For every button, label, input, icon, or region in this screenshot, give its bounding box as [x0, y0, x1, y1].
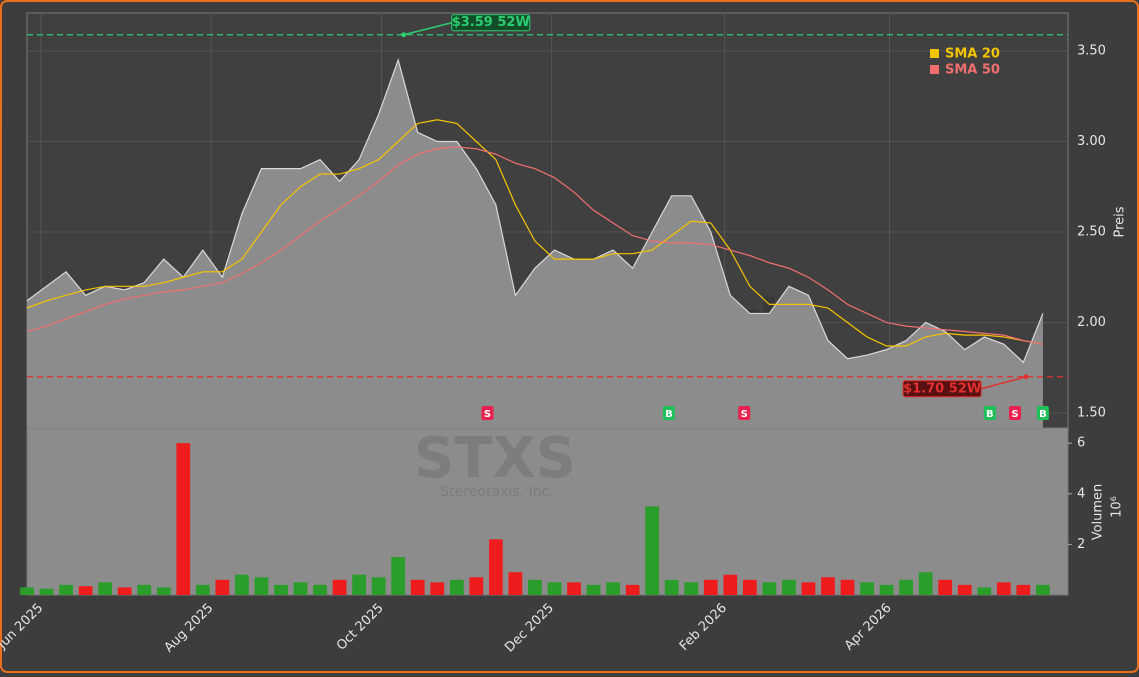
signal-marker: [662, 406, 675, 420]
volume-bar: [137, 584, 152, 595]
volume-bar: [684, 582, 699, 595]
price-line: [26, 58, 1044, 364]
signal-marker: [481, 406, 494, 420]
y-axis-label: Preis: [1113, 206, 1128, 237]
y-tick-label: 2.00: [1077, 315, 1106, 330]
volume-bar: [547, 582, 562, 595]
volume-bar: [59, 584, 73, 595]
sma-line: [26, 119, 1043, 347]
watermark-company: Stereotaxis, Inc.: [440, 484, 553, 500]
volume-bar: [606, 582, 620, 595]
sma-line: [26, 146, 1043, 345]
annotation-point: [401, 32, 407, 38]
volume-bar: [117, 587, 132, 595]
annotation-label: $3.59 52W: [452, 15, 530, 30]
signal-label: B: [665, 409, 673, 420]
volume-bar: [977, 587, 992, 595]
signal-label: S: [741, 409, 748, 420]
annotation-box: [451, 14, 531, 32]
volume-tick-label: 6: [1077, 436, 1085, 451]
volume-bar: [938, 579, 953, 595]
volume-bar: [254, 577, 269, 595]
volume-bar: [1016, 584, 1031, 595]
volume-bar: [156, 587, 171, 595]
legend-label: SMA 50: [945, 63, 1000, 78]
volume-bar: [332, 579, 347, 595]
signal-label: S: [484, 409, 491, 420]
volume-bar: [78, 586, 93, 595]
volume-bar: [20, 587, 34, 595]
volume-bar: [274, 584, 288, 595]
volume-bar: [410, 579, 425, 595]
annotation-arrow: [403, 21, 452, 36]
volume-bar: [703, 579, 718, 595]
volume-bar: [899, 579, 914, 595]
volume-bar: [176, 443, 191, 595]
volume-bar: [449, 579, 464, 595]
signal-marker: [1036, 406, 1049, 420]
y-tick-label: 2.50: [1077, 224, 1106, 239]
volume-bar: [235, 574, 249, 595]
signal-marker: [1008, 406, 1021, 420]
volume-bar: [430, 582, 445, 595]
volume-bar: [782, 579, 796, 595]
volume-bar: [625, 584, 640, 595]
volume-bar: [1036, 584, 1050, 595]
legend-swatch: [930, 49, 939, 58]
volume-bar: [801, 582, 816, 595]
volume-bar: [293, 582, 308, 595]
volume-bar: [879, 584, 894, 595]
volume-bar: [821, 577, 835, 595]
y-tick-label: 3.50: [1077, 44, 1106, 59]
signal-marker: [983, 406, 996, 420]
volume-bar: [391, 557, 406, 595]
volume-tick-label: 2: [1077, 537, 1085, 552]
volume-axis-label: Volumen: [1091, 484, 1106, 541]
volume-bar: [586, 584, 601, 595]
volume-bar: [742, 579, 757, 595]
volume-tick-label: 4: [1077, 486, 1085, 501]
volume-bar: [762, 582, 777, 595]
annotation-point: [1023, 374, 1029, 380]
volume-bar: [664, 579, 679, 595]
signal-label: B: [1039, 409, 1047, 420]
volume-bar: [195, 584, 210, 595]
volume-bar: [488, 539, 503, 595]
y-tick-label: 1.50: [1077, 405, 1106, 420]
volume-bar: [98, 582, 113, 595]
volume-bar: [860, 582, 874, 595]
volume-bar: [840, 579, 855, 595]
volume-bar: [723, 574, 738, 595]
annotation-arrow: [980, 376, 1027, 390]
annotation-box: [902, 380, 982, 398]
signal-marker: [738, 406, 751, 420]
volume-multiplier: 10⁶: [1110, 496, 1125, 518]
signal-label: B: [986, 409, 994, 420]
volume-bar: [215, 579, 230, 595]
volume-bar: [996, 582, 1011, 595]
volume-bar: [352, 574, 366, 595]
volume-bar: [567, 582, 581, 595]
volume-bar: [371, 577, 386, 595]
legend-label: SMA 20: [945, 47, 1000, 62]
volume-bar: [469, 577, 484, 595]
volume-bar: [645, 506, 660, 595]
legend-swatch: [930, 65, 939, 74]
annotation-label: $1.70 52W: [903, 381, 981, 396]
volume-bar: [918, 572, 933, 595]
volume-bar: [313, 584, 327, 595]
signal-label: S: [1011, 409, 1018, 420]
volume-bar: [957, 584, 972, 595]
volume-bar: [528, 579, 542, 595]
volume-bar: [39, 588, 54, 595]
y-tick-label: 3.00: [1077, 134, 1106, 149]
watermark-ticker: STXS: [414, 426, 576, 491]
price-area: [27, 60, 1043, 428]
volume-bar: [508, 572, 523, 595]
